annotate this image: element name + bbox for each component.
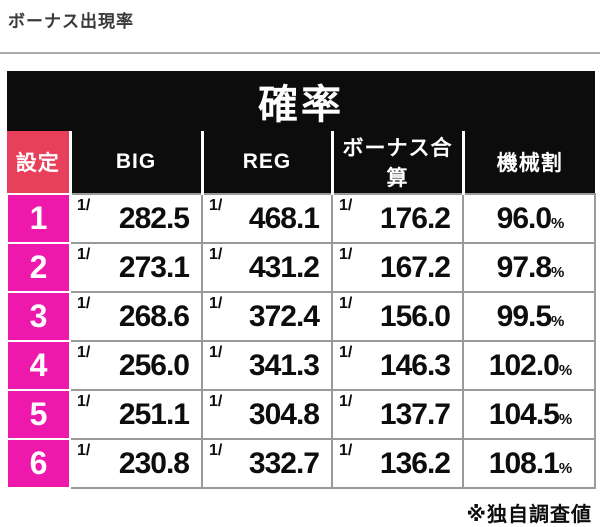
big-value: 230.8: [118, 446, 190, 480]
combined-value: 146.3: [379, 348, 451, 382]
fraction-prefix: 1/: [77, 197, 91, 214]
table-row: 4 1/256.0 1/341.3 1/146.3 102.0%: [6, 340, 597, 391]
combined-value: 137.7: [379, 397, 451, 431]
table-banner-row: 確率: [7, 71, 596, 131]
payout-cell: 104.5%: [461, 389, 597, 440]
fraction-prefix: 1/: [209, 197, 223, 214]
payout-cell: 96.0%: [461, 193, 597, 244]
big-value: 268.6: [118, 299, 190, 333]
big-value: 256.0: [118, 348, 190, 382]
reg-cell: 1/431.2: [201, 242, 333, 293]
combined-cell: 1/156.0: [331, 291, 464, 342]
reg-cell: 1/304.8: [201, 389, 333, 440]
big-cell: 1/251.1: [69, 389, 203, 440]
fraction-prefix: 1/: [209, 442, 223, 459]
payout-cell: 102.0%: [461, 340, 597, 391]
combined-value: 136.2: [379, 446, 451, 480]
combined-cell: 1/146.3: [331, 340, 464, 391]
combined-value: 156.0: [379, 299, 451, 333]
big-cell: 1/256.0: [69, 340, 203, 391]
fraction-prefix: 1/: [209, 295, 223, 312]
setting-cell: 5: [6, 389, 71, 440]
combined-value: 167.2: [379, 250, 451, 284]
reg-value: 372.4: [248, 299, 320, 333]
reg-cell: 1/332.7: [201, 438, 333, 489]
table-row: 3 1/268.6 1/372.4 1/156.0 99.5%: [6, 291, 597, 342]
footnote: ※独自調査値: [466, 504, 592, 526]
payout-value: 99.5: [496, 299, 552, 333]
fraction-prefix: 1/: [339, 246, 353, 263]
big-cell: 1/282.5: [69, 193, 203, 244]
payout-value: 102.0: [488, 348, 560, 382]
fraction-prefix: 1/: [77, 344, 91, 361]
setting-cell: 1: [6, 193, 71, 244]
fraction-prefix: 1/: [339, 442, 353, 459]
big-cell: 1/230.8: [69, 438, 203, 489]
reg-value: 431.2: [248, 250, 320, 284]
table-row: 2 1/273.1 1/431.2 1/167.2 97.8%: [6, 242, 597, 293]
big-value: 282.5: [118, 201, 190, 235]
col-header-big: BIG: [68, 131, 202, 194]
payout-value: 108.1: [488, 446, 560, 480]
fraction-prefix: 1/: [339, 344, 353, 361]
percent-suffix: %: [551, 263, 565, 281]
reg-cell: 1/372.4: [201, 291, 333, 342]
setting-cell: 6: [6, 438, 71, 489]
percent-suffix: %: [551, 214, 565, 232]
reg-value: 332.7: [248, 446, 320, 480]
table-header-row: 設定 BIG REG ボーナス合算 機械割: [7, 131, 596, 194]
fraction-prefix: 1/: [77, 393, 91, 410]
table-row: 1 1/282.5 1/468.1 1/176.2 96.0%: [6, 193, 597, 244]
fraction-prefix: 1/: [209, 393, 223, 410]
fraction-prefix: 1/: [77, 246, 91, 263]
big-cell: 1/273.1: [69, 242, 203, 293]
fraction-prefix: 1/: [339, 197, 353, 214]
table-title: 確率: [7, 71, 596, 131]
payout-cell: 108.1%: [461, 438, 597, 489]
reg-value: 341.3: [248, 348, 320, 382]
fraction-prefix: 1/: [77, 442, 91, 459]
combined-cell: 1/136.2: [331, 438, 464, 489]
big-value: 273.1: [118, 250, 190, 284]
percent-suffix: %: [558, 361, 573, 379]
setting-cell: 4: [6, 340, 71, 391]
reg-value: 468.1: [248, 201, 320, 235]
payout-cell: 99.5%: [461, 291, 597, 342]
payout-value: 104.5: [488, 397, 560, 431]
col-header-combined: ボーナス合算: [330, 131, 463, 194]
percent-suffix: %: [558, 410, 573, 428]
percent-suffix: %: [551, 312, 565, 330]
table-row: 6 1/230.8 1/332.7 1/136.2 108.1%: [6, 438, 597, 489]
title-divider: [0, 52, 600, 54]
setting-cell: 2: [6, 242, 71, 293]
combined-cell: 1/176.2: [331, 193, 464, 244]
fraction-prefix: 1/: [209, 344, 223, 361]
big-cell: 1/268.6: [69, 291, 203, 342]
bonus-probability-table: 確率 設定 BIG REG ボーナス合算 機械割 1 1/282.5 1/468…: [6, 71, 597, 489]
percent-suffix: %: [558, 459, 573, 477]
payout-value: 96.0: [496, 201, 552, 235]
payout-cell: 97.8%: [461, 242, 597, 293]
reg-cell: 1/468.1: [201, 193, 333, 244]
big-value: 251.1: [118, 397, 190, 431]
col-header-reg: REG: [200, 131, 332, 194]
col-header-payout: 機械割: [461, 131, 596, 194]
fraction-prefix: 1/: [339, 295, 353, 312]
combined-cell: 1/167.2: [331, 242, 464, 293]
payout-value: 97.8: [496, 250, 552, 284]
fraction-prefix: 1/: [209, 246, 223, 263]
col-header-setting: 設定: [7, 131, 70, 194]
table-row: 5 1/251.1 1/304.8 1/137.7 104.5%: [6, 389, 597, 440]
combined-value: 176.2: [379, 201, 451, 235]
page-title: ボーナス出現率: [8, 12, 134, 31]
reg-value: 304.8: [248, 397, 320, 431]
reg-cell: 1/341.3: [201, 340, 333, 391]
fraction-prefix: 1/: [339, 393, 353, 410]
fraction-prefix: 1/: [77, 295, 91, 312]
setting-cell: 3: [6, 291, 71, 342]
combined-cell: 1/137.7: [331, 389, 464, 440]
